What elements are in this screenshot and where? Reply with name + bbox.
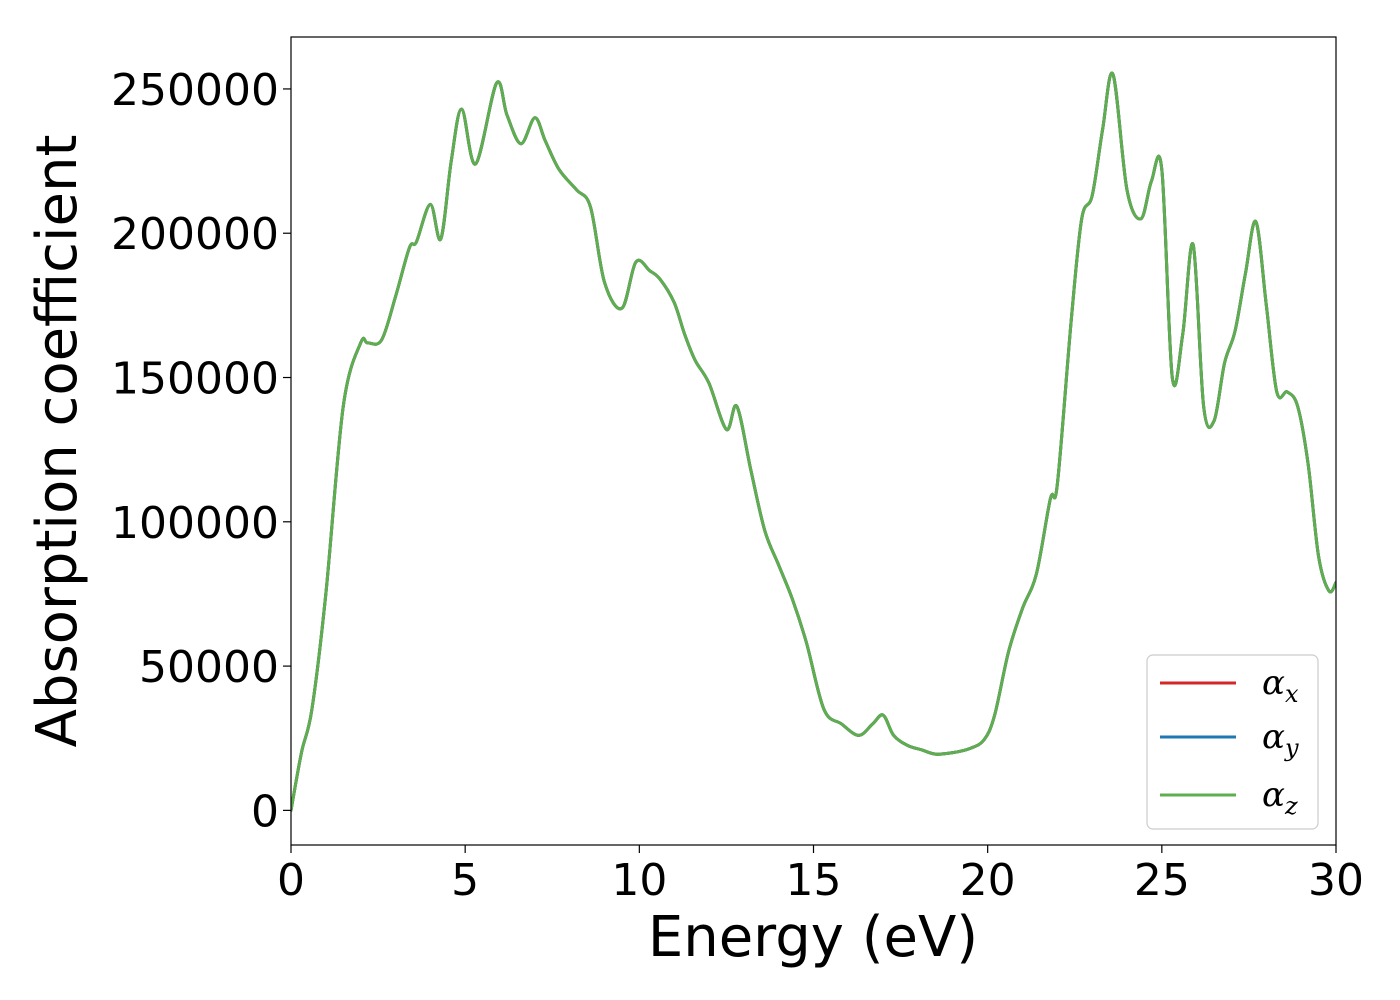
y-axis: 0 50000 100000 150000 200000 250000 [111,65,291,837]
x-axis: 0 5 10 15 20 25 30 [277,845,1364,906]
x-tick-label: 0 [277,855,305,906]
x-tick-label: 25 [1134,855,1190,906]
x-tick-label: 20 [960,855,1016,906]
y-tick-label: 150000 [111,354,279,405]
legend-box [1146,654,1319,830]
series-layer [291,71,1336,812]
y-tick-label: 50000 [139,642,279,693]
x-axis-label: Energy (eV) [648,905,978,970]
y-axis-label: Absorption coefficient [25,135,90,748]
series-line-3 [291,71,1336,812]
x-tick-label: 30 [1308,855,1364,906]
x-tick-label: 10 [611,855,667,906]
y-tick-label: 250000 [111,65,279,116]
y-tick-label: 200000 [111,209,279,260]
x-tick-label: 15 [786,855,842,906]
x-tick-label: 5 [451,855,479,906]
y-tick-label: 0 [251,786,279,837]
y-tick-label: 100000 [111,498,279,549]
